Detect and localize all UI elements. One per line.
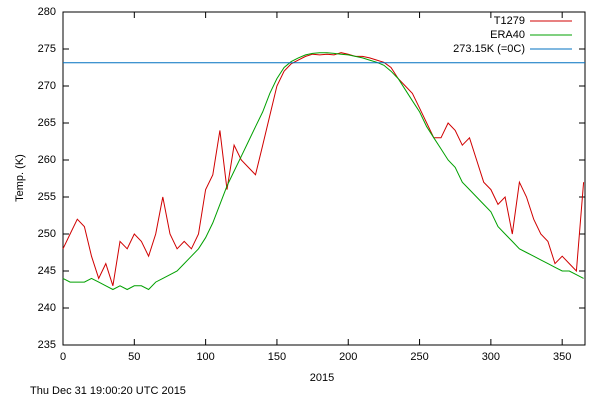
x-tick-label: 300 [482, 351, 500, 363]
y-tick-label: 235 [38, 339, 56, 351]
x-axis-label: 2015 [310, 372, 334, 384]
y-tick-label: 250 [38, 228, 56, 240]
x-tick-label: 150 [268, 351, 286, 363]
y-tick-label: 245 [38, 265, 56, 277]
x-tick-label: 350 [553, 351, 571, 363]
legend-label: T1279 [494, 15, 525, 27]
x-tick-label: 100 [196, 351, 214, 363]
x-tick-label: 250 [410, 351, 428, 363]
legend-label: 273.15K (=0C) [453, 43, 525, 55]
y-axis-label: Temp. (K) [14, 154, 26, 202]
plot-frame [62, 11, 586, 346]
y-tick-label: 260 [38, 154, 56, 166]
x-tick-label: 50 [128, 351, 140, 363]
y-tick-label: 265 [38, 117, 56, 129]
x-tick-label: 200 [339, 351, 357, 363]
y-tick-label: 240 [38, 302, 56, 314]
data-line [62, 52, 584, 291]
footer: Thu Dec 31 19:00:20 UTC 2015 [30, 385, 186, 397]
data-line [62, 52, 585, 286]
y-tick-label: 270 [38, 80, 56, 92]
y-tick-label: 255 [38, 191, 56, 203]
x-tick-label: 0 [60, 351, 66, 363]
y-tick-label: 275 [38, 43, 56, 55]
y-tick-label: 280 [38, 6, 56, 18]
legend-label: ERA40 [490, 29, 525, 41]
